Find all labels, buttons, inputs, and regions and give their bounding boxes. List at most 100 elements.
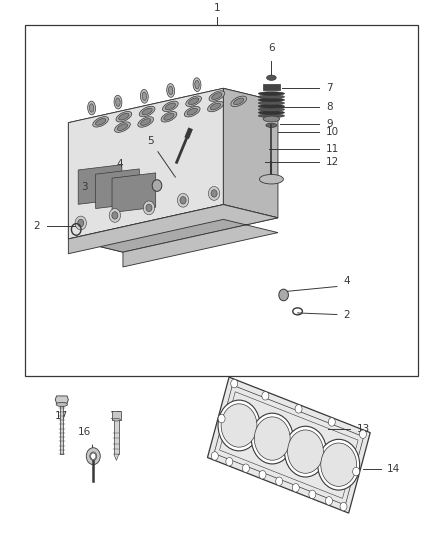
Polygon shape	[95, 169, 139, 208]
Text: 9: 9	[326, 119, 332, 128]
Ellipse shape	[258, 95, 285, 99]
Circle shape	[295, 405, 302, 413]
Ellipse shape	[90, 452, 97, 461]
Ellipse shape	[263, 116, 280, 122]
Circle shape	[262, 392, 269, 400]
Circle shape	[292, 483, 299, 492]
Ellipse shape	[115, 122, 131, 132]
Text: 7: 7	[326, 83, 332, 93]
Ellipse shape	[165, 103, 176, 110]
Ellipse shape	[161, 111, 177, 122]
Ellipse shape	[266, 123, 277, 127]
Ellipse shape	[113, 418, 120, 421]
Text: 16: 16	[78, 427, 92, 437]
Circle shape	[112, 212, 118, 219]
Text: 4: 4	[343, 276, 350, 286]
Ellipse shape	[95, 118, 106, 125]
Ellipse shape	[258, 108, 285, 111]
Ellipse shape	[89, 104, 94, 112]
Ellipse shape	[258, 92, 285, 95]
Circle shape	[221, 404, 257, 447]
Polygon shape	[68, 205, 278, 267]
Circle shape	[211, 452, 218, 460]
Polygon shape	[78, 165, 122, 204]
Ellipse shape	[114, 95, 122, 109]
Text: 14: 14	[387, 464, 400, 474]
Circle shape	[251, 413, 293, 464]
Bar	[114, 419, 119, 454]
Circle shape	[218, 400, 260, 451]
Ellipse shape	[231, 96, 247, 107]
Circle shape	[91, 453, 96, 459]
Ellipse shape	[258, 111, 285, 115]
Ellipse shape	[212, 93, 222, 100]
Circle shape	[152, 180, 162, 191]
Ellipse shape	[169, 86, 173, 95]
Circle shape	[340, 503, 347, 511]
Circle shape	[231, 379, 238, 388]
Ellipse shape	[186, 96, 201, 107]
Ellipse shape	[116, 98, 120, 107]
Text: 10: 10	[326, 127, 339, 137]
Text: 11: 11	[326, 144, 339, 154]
Ellipse shape	[138, 117, 154, 127]
Circle shape	[208, 187, 220, 200]
Text: 3: 3	[81, 182, 88, 192]
Text: 1: 1	[213, 3, 220, 13]
Ellipse shape	[139, 106, 155, 117]
Text: 5: 5	[147, 135, 154, 146]
Ellipse shape	[258, 104, 285, 108]
Circle shape	[360, 430, 367, 439]
Circle shape	[328, 418, 335, 426]
Circle shape	[309, 490, 316, 498]
Ellipse shape	[142, 108, 152, 115]
Text: 6: 6	[268, 43, 275, 53]
Polygon shape	[68, 123, 123, 252]
Ellipse shape	[56, 402, 67, 407]
Polygon shape	[68, 88, 278, 136]
Ellipse shape	[209, 91, 225, 101]
Circle shape	[353, 467, 360, 476]
Circle shape	[218, 414, 225, 423]
Ellipse shape	[88, 101, 95, 115]
Ellipse shape	[193, 78, 201, 92]
Polygon shape	[112, 173, 155, 213]
Circle shape	[226, 457, 233, 466]
Polygon shape	[223, 88, 278, 218]
Ellipse shape	[140, 90, 148, 103]
Ellipse shape	[164, 114, 174, 120]
Ellipse shape	[259, 174, 283, 184]
Circle shape	[285, 426, 326, 477]
Circle shape	[325, 497, 332, 505]
Circle shape	[259, 471, 266, 479]
Ellipse shape	[258, 98, 285, 102]
Text: 2: 2	[343, 310, 350, 320]
Text: 15: 15	[110, 411, 123, 421]
Ellipse shape	[86, 448, 100, 465]
Bar	[60, 405, 64, 454]
Circle shape	[279, 289, 288, 301]
Ellipse shape	[210, 103, 221, 110]
Ellipse shape	[187, 108, 198, 115]
Text: 12: 12	[326, 157, 339, 167]
Ellipse shape	[93, 117, 109, 127]
Circle shape	[276, 477, 283, 486]
Ellipse shape	[162, 101, 178, 111]
Circle shape	[318, 439, 360, 490]
Ellipse shape	[119, 114, 129, 120]
Circle shape	[109, 208, 120, 222]
Circle shape	[288, 430, 323, 473]
Polygon shape	[208, 377, 370, 513]
Text: 2: 2	[33, 221, 40, 231]
Circle shape	[211, 190, 217, 197]
Circle shape	[177, 193, 189, 207]
Ellipse shape	[188, 98, 199, 104]
Ellipse shape	[258, 114, 285, 118]
Ellipse shape	[142, 92, 147, 101]
Ellipse shape	[208, 101, 223, 112]
Polygon shape	[68, 205, 278, 252]
Polygon shape	[55, 396, 68, 403]
Circle shape	[242, 464, 249, 472]
Ellipse shape	[141, 119, 151, 125]
Circle shape	[180, 197, 186, 204]
